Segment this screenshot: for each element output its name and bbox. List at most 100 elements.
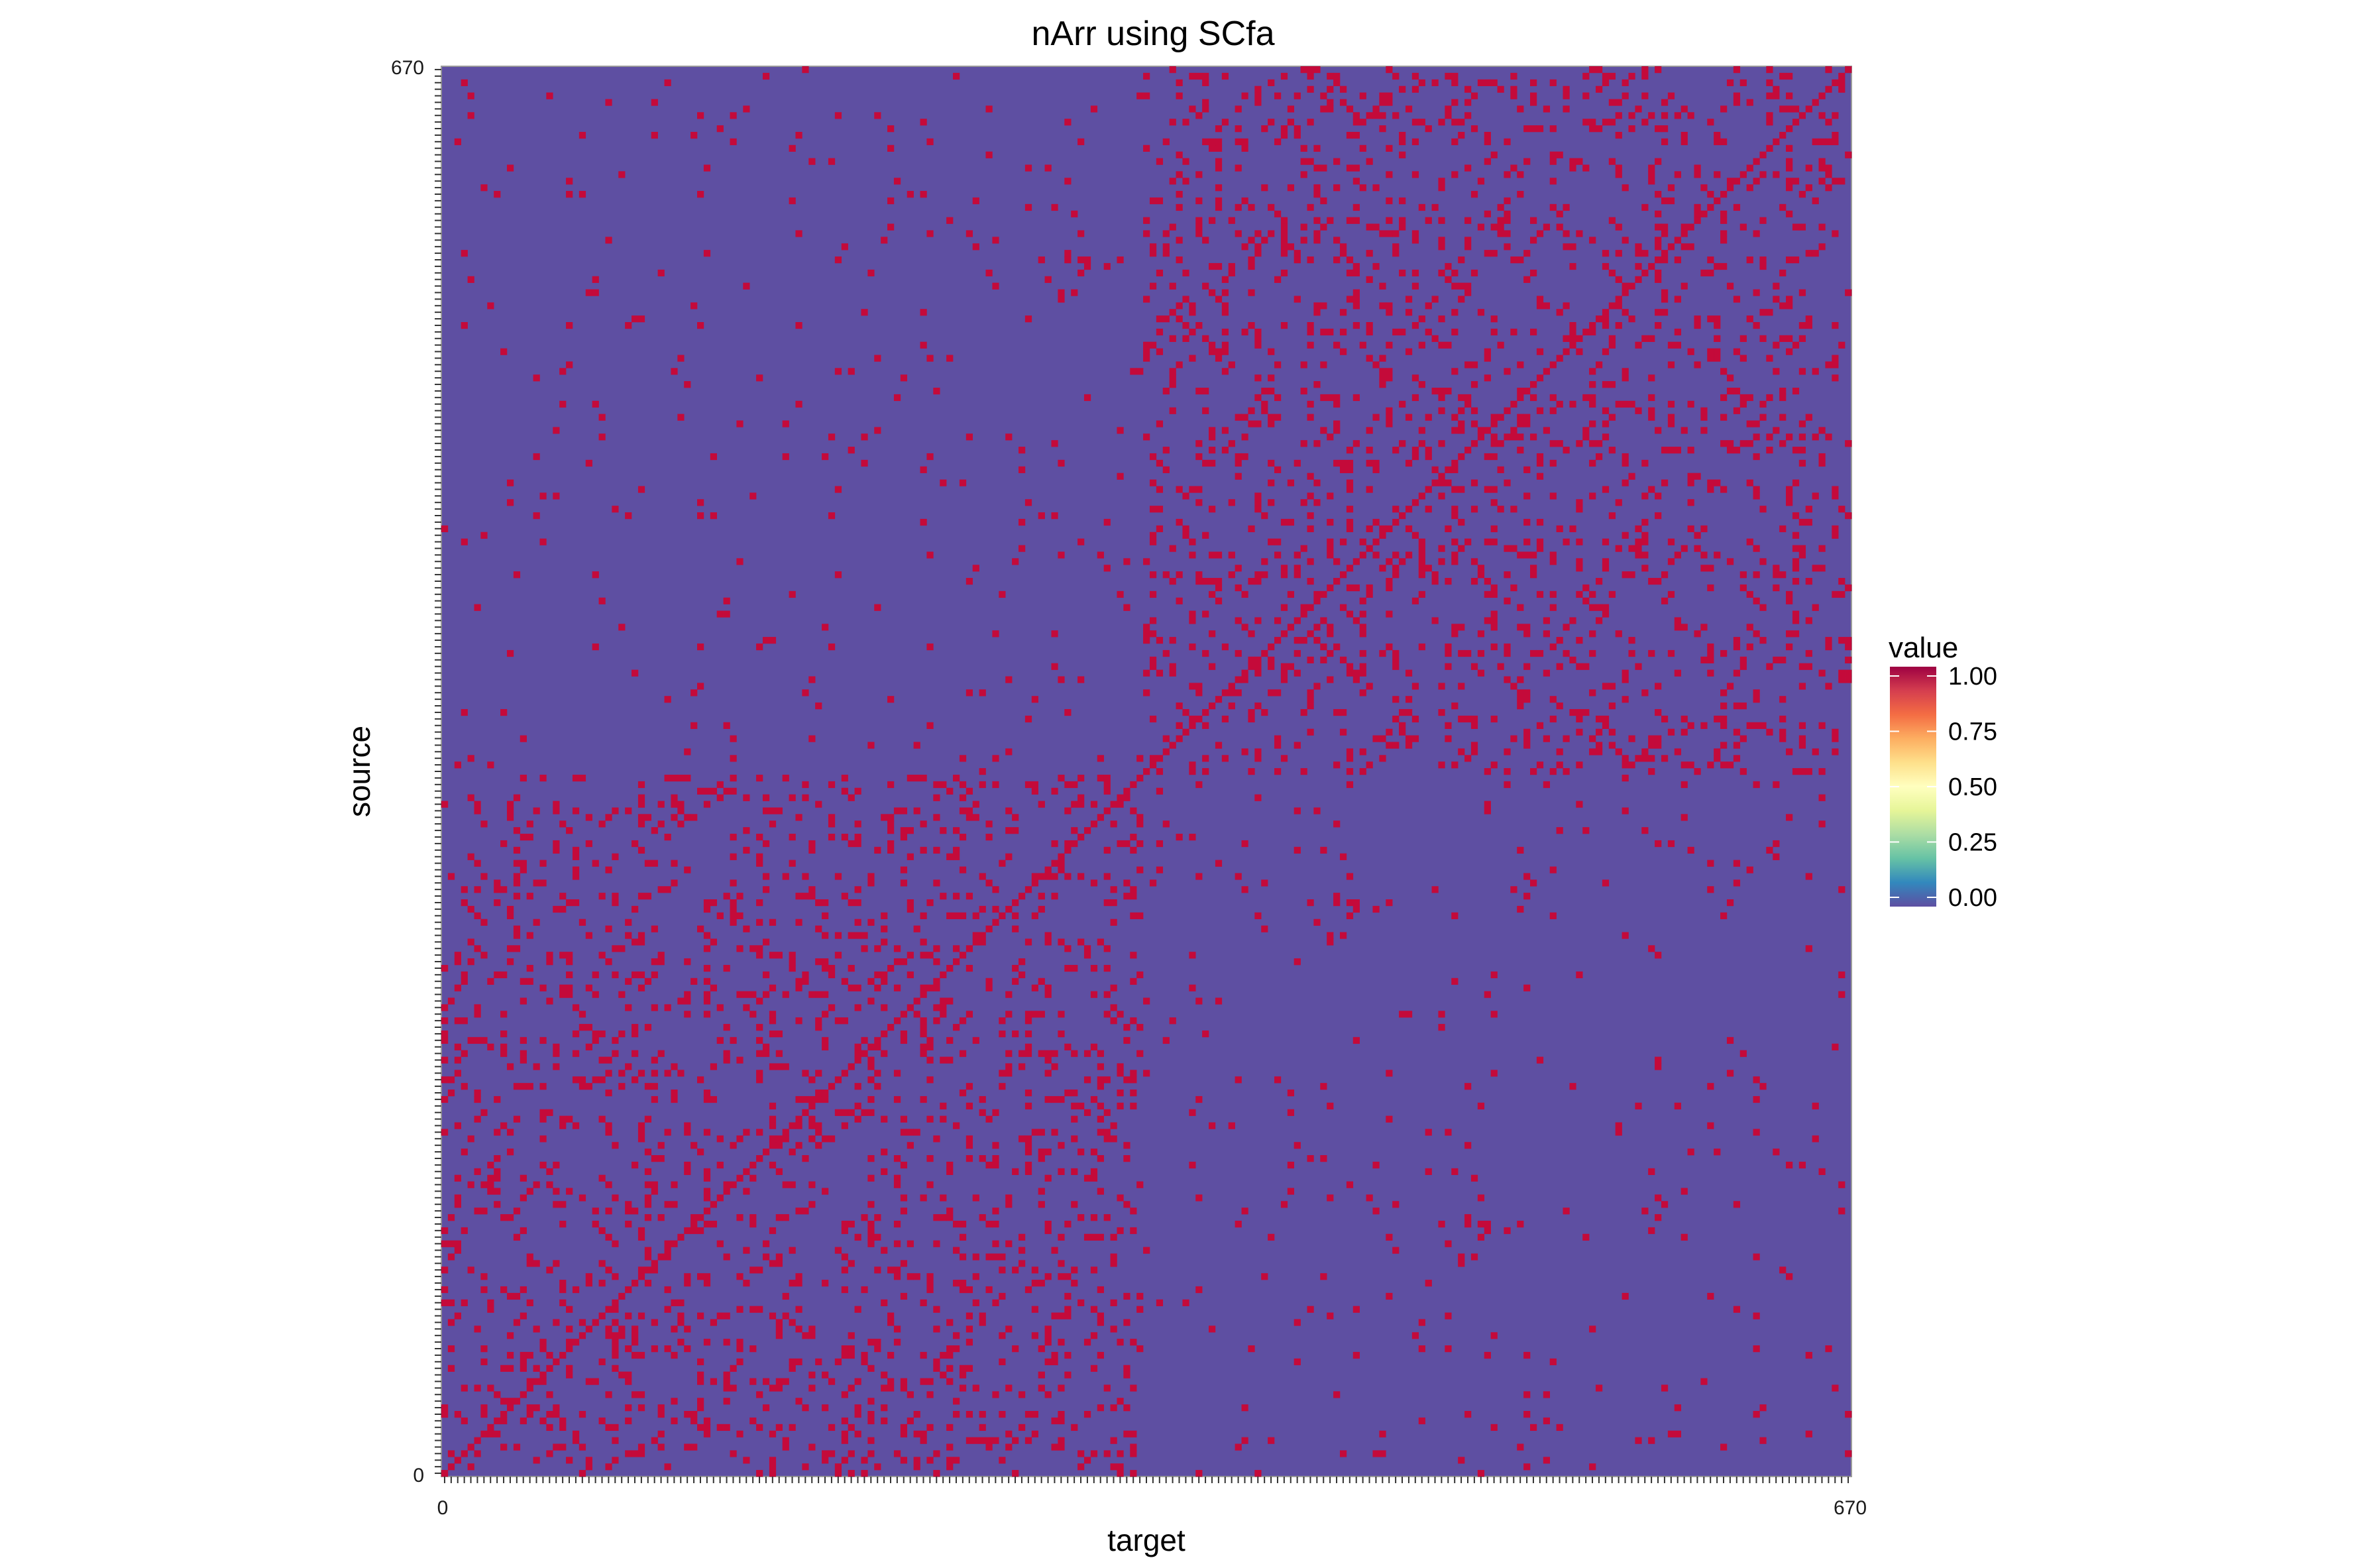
heatmap-cell-3403 bbox=[1176, 256, 1183, 264]
heatmap-cell-2511 bbox=[513, 571, 521, 579]
heatmap-cell-2347 bbox=[1156, 637, 1164, 644]
heatmap-cell-1001 bbox=[769, 1115, 777, 1123]
heatmap-cell-2478 bbox=[1327, 584, 1334, 592]
heatmap-cell-3373 bbox=[1470, 269, 1478, 277]
heatmap-cell-1619 bbox=[598, 893, 606, 900]
heatmap-cell-3859 bbox=[1202, 99, 1209, 106]
heatmap-cell-2026 bbox=[1661, 755, 1669, 762]
heatmap-cell-1464 bbox=[598, 952, 606, 959]
heatmap-cell-603 bbox=[1071, 1266, 1078, 1274]
heatmap-cell-2729 bbox=[697, 499, 704, 506]
heatmap-cell-3704 bbox=[1786, 158, 1793, 165]
heatmap-cell-1480 bbox=[506, 945, 514, 952]
heatmap-cell-2283 bbox=[1248, 656, 1255, 663]
heatmap-cell-3147 bbox=[1143, 348, 1150, 355]
heatmap-cell-2535 bbox=[1773, 571, 1780, 579]
heatmap-cell-2175 bbox=[664, 696, 671, 703]
heatmap-cell-511 bbox=[677, 1299, 685, 1306]
heatmap-cell-1310 bbox=[1405, 1011, 1413, 1018]
heatmap-cell-1909 bbox=[710, 787, 717, 795]
heatmap-cell-2924 bbox=[1582, 433, 1590, 441]
heatmap-cell-3195 bbox=[1608, 335, 1616, 342]
heatmap-cell-3355 bbox=[1523, 276, 1531, 283]
heatmap-cell-3723 bbox=[1386, 144, 1393, 152]
heatmap-cell-2133 bbox=[1464, 715, 1472, 723]
heatmap-cell-3275 bbox=[1451, 309, 1459, 316]
heatmap-cell-1197 bbox=[1038, 1050, 1045, 1057]
heatmap-cell-2834 bbox=[1372, 459, 1380, 467]
heatmap-cell-575 bbox=[795, 1273, 802, 1280]
heatmap-cell-1615 bbox=[1726, 899, 1734, 907]
heatmap-cell-2218 bbox=[1608, 683, 1616, 690]
heatmap-cell-2720 bbox=[1451, 506, 1459, 513]
heatmap-cell-3576 bbox=[1563, 203, 1570, 211]
heatmap-cell-3506 bbox=[1753, 230, 1760, 237]
heatmap-cell-723 bbox=[447, 1214, 455, 1221]
heatmap-cell-118 bbox=[572, 1430, 580, 1437]
heatmap-cell-109 bbox=[1110, 1437, 1117, 1444]
heatmap-cell-367 bbox=[447, 1345, 455, 1353]
heatmap-cell-3520 bbox=[1543, 223, 1551, 231]
heatmap-cell-213 bbox=[657, 1404, 665, 1412]
heatmap-cell-2826 bbox=[1209, 459, 1216, 467]
heatmap-cell-1649 bbox=[1024, 886, 1032, 893]
heatmap-cell-533 bbox=[480, 1286, 488, 1294]
heatmap-cell-3099 bbox=[1130, 368, 1137, 375]
heatmap-cell-205 bbox=[441, 1404, 449, 1412]
heatmap-cell-3763 bbox=[1680, 131, 1688, 139]
heatmap-cell-2025 bbox=[1648, 755, 1655, 762]
heatmap-cell-1715 bbox=[651, 860, 658, 867]
heatmap-cell-2166 bbox=[1254, 702, 1262, 710]
heatmap-cell-89 bbox=[1130, 1443, 1137, 1451]
heatmap-cell-1470 bbox=[834, 952, 842, 959]
heatmap-cell-1099 bbox=[1707, 1083, 1714, 1090]
heatmap-cell-3847 bbox=[1517, 105, 1524, 113]
heatmap-cell-2828 bbox=[1268, 459, 1275, 467]
heatmap-cell-2559 bbox=[1012, 558, 1019, 565]
heatmap-cell-3686 bbox=[1825, 164, 1832, 172]
heatmap-cell-678 bbox=[1268, 1233, 1275, 1241]
heatmap-cell-1502 bbox=[710, 938, 717, 946]
heatmap-cell-503 bbox=[441, 1299, 449, 1306]
heatmap-cell-3306 bbox=[1294, 296, 1301, 303]
heatmap-cell-2565 bbox=[1352, 558, 1360, 565]
heatmap-cell-3740 bbox=[1484, 138, 1491, 146]
heatmap-cell-3724 bbox=[1766, 144, 1773, 152]
heatmap-cell-2526 bbox=[1431, 571, 1439, 579]
heatmap-cell-3184 bbox=[1773, 341, 1780, 349]
heatmap-cell-1730 bbox=[907, 853, 914, 860]
heatmap-cell-14 bbox=[447, 1463, 455, 1471]
heatmap-cell-569 bbox=[612, 1273, 619, 1280]
heatmap-cell-868 bbox=[539, 1161, 547, 1169]
heatmap-cell-357 bbox=[920, 1351, 927, 1359]
heatmap-cell-1227 bbox=[592, 1036, 599, 1044]
heatmap-cell-2156 bbox=[1405, 708, 1413, 716]
heatmap-cell-3898 bbox=[1786, 92, 1793, 99]
heatmap-cell-2514 bbox=[1149, 571, 1157, 579]
heatmap-cell-837 bbox=[520, 1174, 527, 1182]
heatmap-cell-2090 bbox=[1182, 728, 1189, 736]
heatmap-cell-3665 bbox=[506, 164, 514, 172]
heatmap-cell-1221 bbox=[441, 1036, 449, 1044]
heatmap-cell-1929 bbox=[979, 781, 986, 789]
heatmap-cell-3850 bbox=[1635, 105, 1642, 113]
heatmap-cell-3811 bbox=[467, 112, 474, 119]
heatmap-cell-2386 bbox=[1313, 624, 1321, 631]
heatmap-cell-3244 bbox=[1714, 322, 1721, 329]
heatmap-cell-3775 bbox=[1425, 125, 1432, 133]
heatmap-cell-1862 bbox=[965, 807, 973, 814]
heatmap-cell-2900 bbox=[1576, 440, 1583, 447]
heatmap-cell-1021 bbox=[867, 1109, 875, 1116]
heatmap-cell-2264 bbox=[1268, 663, 1275, 670]
heatmap-cell-1445 bbox=[566, 958, 573, 966]
heatmap-cell-3203 bbox=[1798, 335, 1806, 342]
heatmap-cell-274 bbox=[1832, 1384, 1839, 1392]
heatmap-cell-2587 bbox=[1294, 551, 1301, 559]
heatmap-cell-3493 bbox=[1313, 230, 1321, 237]
heatmap-cell-2092 bbox=[1339, 728, 1347, 736]
heatmap-cell-3802 bbox=[1582, 119, 1590, 126]
heatmap-cell-1486 bbox=[749, 945, 757, 952]
heatmap-cell-1256 bbox=[1012, 1030, 1019, 1038]
heatmap-cell-3730 bbox=[1162, 138, 1170, 146]
heatmap-cell-2723 bbox=[1510, 506, 1517, 513]
